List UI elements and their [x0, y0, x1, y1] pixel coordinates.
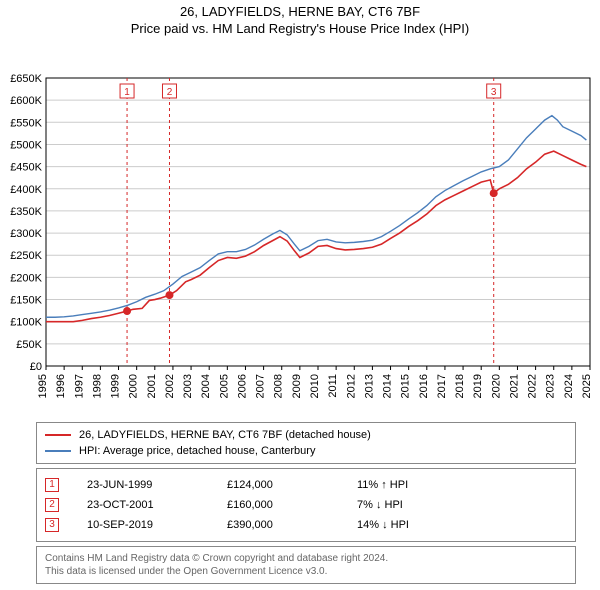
svg-text:1998: 1998	[91, 374, 103, 398]
event-pct-vs-hpi: 14% ↓ HPI	[357, 515, 409, 535]
event-pct-vs-hpi: 7% ↓ HPI	[357, 495, 403, 515]
svg-text:2001: 2001	[146, 374, 158, 398]
event-num: 3	[45, 518, 59, 532]
svg-text:2024: 2024	[563, 374, 575, 398]
svg-text:£650K: £650K	[10, 73, 42, 85]
svg-text:2015: 2015	[400, 374, 412, 398]
svg-text:£150K: £150K	[10, 295, 42, 307]
svg-text:1997: 1997	[73, 374, 85, 398]
event-price: £390,000	[227, 515, 357, 535]
legend-label: 26, LADYFIELDS, HERNE BAY, CT6 7BF (deta…	[79, 427, 371, 443]
event-pct-vs-hpi: 11% ↑ HPI	[357, 475, 408, 495]
svg-text:£350K: £350K	[10, 206, 42, 218]
svg-text:2021: 2021	[508, 374, 520, 398]
svg-text:2013: 2013	[363, 374, 375, 398]
event-row: 3 10-SEP-2019£390,00014% ↓ HPI	[45, 515, 567, 535]
svg-text:2010: 2010	[309, 374, 321, 398]
svg-text:£250K: £250K	[10, 250, 42, 262]
legend-item: 26, LADYFIELDS, HERNE BAY, CT6 7BF (deta…	[45, 427, 567, 443]
event-row: 1 23-JUN-1999£124,00011% ↑ HPI	[45, 475, 567, 495]
svg-text:1996: 1996	[55, 374, 67, 398]
attribution-footer: Contains HM Land Registry data © Crown c…	[36, 546, 576, 584]
svg-text:1999: 1999	[110, 374, 122, 398]
svg-text:2014: 2014	[382, 374, 394, 398]
svg-text:1995: 1995	[37, 374, 49, 398]
events-table: 1 23-JUN-1999£124,00011% ↑ HPI 2 23-OCT-200…	[36, 468, 576, 542]
svg-text:2017: 2017	[436, 374, 448, 398]
event-price: £160,000	[227, 495, 357, 515]
svg-text:2008: 2008	[273, 374, 285, 398]
svg-text:2019: 2019	[472, 374, 484, 398]
event-num: 2	[45, 498, 59, 512]
title-line2: Price paid vs. HM Land Registry's House …	[0, 21, 600, 36]
svg-text:3: 3	[491, 87, 497, 98]
chart-title-block: 26, LADYFIELDS, HERNE BAY, CT6 7BF Price…	[0, 0, 600, 36]
svg-text:2023: 2023	[545, 374, 557, 398]
svg-text:2000: 2000	[128, 374, 140, 398]
event-date: 23-JUN-1999	[87, 475, 227, 495]
svg-text:2: 2	[167, 87, 173, 98]
svg-text:2002: 2002	[164, 374, 176, 398]
svg-text:2003: 2003	[182, 374, 194, 398]
title-line1: 26, LADYFIELDS, HERNE BAY, CT6 7BF	[0, 4, 600, 19]
footer-line2: This data is licensed under the Open Gov…	[45, 565, 567, 578]
svg-text:2006: 2006	[236, 374, 248, 398]
svg-text:2007: 2007	[255, 374, 267, 398]
svg-text:2018: 2018	[454, 374, 466, 398]
event-row: 2 23-OCT-2001£160,0007% ↓ HPI	[45, 495, 567, 515]
svg-text:£500K: £500K	[10, 139, 42, 151]
svg-text:2004: 2004	[200, 374, 212, 398]
svg-text:2009: 2009	[291, 374, 303, 398]
svg-text:2020: 2020	[490, 374, 502, 398]
legend-item: HPI: Average price, detached house, Cant…	[45, 443, 567, 459]
legend-box: 26, LADYFIELDS, HERNE BAY, CT6 7BF (deta…	[36, 422, 576, 464]
svg-text:£100K: £100K	[10, 317, 42, 329]
svg-text:£450K: £450K	[10, 162, 42, 174]
event-date: 10-SEP-2019	[87, 515, 227, 535]
event-price: £124,000	[227, 475, 357, 495]
event-num: 1	[45, 478, 59, 492]
legend-swatch	[45, 450, 71, 452]
svg-text:£300K: £300K	[10, 228, 42, 240]
line-chart-svg: £0 £50K £100K £150K £200K £250K £300K £350K £400…	[0, 36, 600, 416]
svg-text:£550K: £550K	[10, 117, 42, 129]
svg-text:£50K: £50K	[16, 339, 42, 351]
svg-text:£200K: £200K	[10, 272, 42, 284]
svg-text:2025: 2025	[581, 374, 593, 398]
svg-text:2012: 2012	[345, 374, 357, 398]
footer-line1: Contains HM Land Registry data © Crown c…	[45, 552, 567, 565]
svg-text:£0: £0	[30, 361, 42, 373]
svg-text:1: 1	[124, 87, 130, 98]
svg-text:2011: 2011	[327, 374, 339, 398]
chart-area: £0 £50K £100K £150K £200K £250K £300K £350K £400…	[0, 36, 600, 416]
event-date: 23-OCT-2001	[87, 495, 227, 515]
legend-swatch	[45, 434, 71, 436]
svg-text:2005: 2005	[218, 374, 230, 398]
legend-label: HPI: Average price, detached house, Cant…	[79, 443, 315, 459]
svg-text:£600K: £600K	[10, 95, 42, 107]
svg-text:2016: 2016	[418, 374, 430, 398]
svg-text:£400K: £400K	[10, 184, 42, 196]
svg-text:2022: 2022	[527, 374, 539, 398]
